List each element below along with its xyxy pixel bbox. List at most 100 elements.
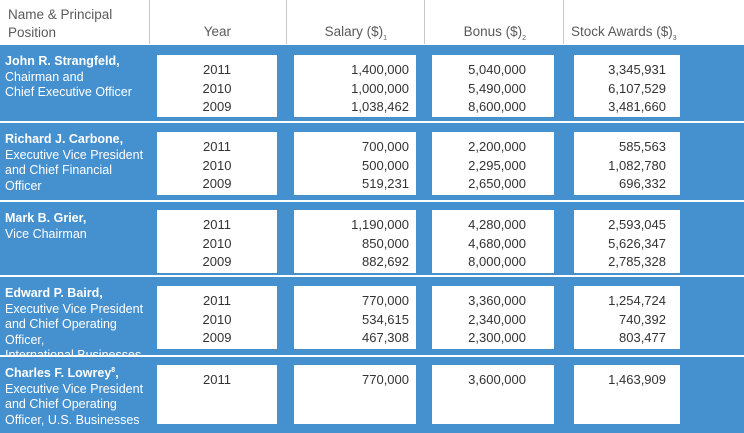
executive-title-line: Executive Vice President bbox=[5, 147, 144, 162]
year-value: 2011 bbox=[203, 139, 231, 154]
executive-title-line: Chairman and bbox=[5, 69, 84, 84]
stock-values-box: 3,345,931 6,107,529 3,481,660 bbox=[574, 55, 680, 117]
stock-value: 3,345,931 bbox=[608, 62, 666, 77]
year-value: 2010 bbox=[202, 80, 232, 96]
header-salary-label: Salary ($) bbox=[324, 24, 384, 39]
salary-value: 534,615 bbox=[362, 311, 409, 327]
year-value: 2011 bbox=[203, 372, 231, 387]
executive-name: John R. Strangfeld, bbox=[5, 54, 149, 70]
header-year: Year bbox=[149, 0, 286, 44]
stock-values-box: 1,254,724 740,392 803,477 bbox=[574, 286, 680, 349]
bonus-value: 5,040,000 bbox=[468, 62, 526, 77]
executive-name-suffix: , bbox=[115, 366, 119, 380]
year-value: 2011 bbox=[203, 293, 231, 308]
stock-values-box: 585,563 1,082,780 696,332 bbox=[574, 132, 680, 195]
year-values-box: 2011 2010 2009 bbox=[157, 286, 277, 349]
year-value: 2009 bbox=[202, 254, 232, 269]
header-year-label: Year bbox=[203, 24, 231, 39]
year-values-box: 2011 2010 2009 bbox=[157, 55, 277, 117]
executive-name-cell: John R. Strangfeld, Chairman and Chief Exe… bbox=[0, 45, 149, 101]
stock-value: 696,332 bbox=[619, 176, 666, 191]
stock-values-box: 2,593,045 5,626,347 2,785,328 bbox=[574, 210, 680, 273]
salary-values-box: 770,000 534,615 467,308 bbox=[294, 286, 416, 349]
executive-name: Edward P. Baird, bbox=[5, 286, 149, 302]
bonus-values-box: 3,600,000 bbox=[432, 365, 554, 424]
table-header: Name & Principal Position Year Salary ($… bbox=[0, 0, 744, 44]
bonus-value: 4,280,000 bbox=[468, 217, 526, 232]
executive-name: Mark B. Grier, bbox=[5, 211, 149, 227]
executive-title-line: and Chief Operating Officer, bbox=[5, 317, 117, 347]
bonus-value: 2,340,000 bbox=[468, 311, 526, 327]
year-value: 2010 bbox=[202, 235, 232, 251]
salary-value: 467,308 bbox=[362, 330, 409, 345]
year-value: 2011 bbox=[203, 62, 231, 77]
bonus-value: 4,680,000 bbox=[468, 235, 526, 251]
executive-title-line: Executive Vice President bbox=[5, 381, 144, 396]
stock-value: 2,593,045 bbox=[608, 217, 666, 232]
salary-value: 519,231 bbox=[362, 176, 409, 191]
executive-name-footnote: 8 bbox=[111, 366, 116, 374]
table-row: Charles F. Lowrey8, Executive Vice Presid… bbox=[0, 357, 744, 433]
salary-value: 1,038,462 bbox=[351, 99, 409, 114]
salary-values-box: 700,000 500,000 519,231 bbox=[294, 132, 416, 195]
stock-value: 585,563 bbox=[619, 139, 666, 154]
header-name-position: Name & Principal Position bbox=[8, 7, 113, 40]
bonus-value: 2,200,000 bbox=[468, 139, 526, 154]
salary-value: 882,692 bbox=[362, 254, 409, 269]
year-value: 2009 bbox=[202, 330, 232, 345]
bonus-value: 3,600,000 bbox=[468, 372, 526, 387]
salary-values-box: 1,190,000 850,000 882,692 bbox=[294, 210, 416, 273]
stock-value: 1,254,724 bbox=[608, 293, 666, 308]
bonus-value: 2,295,000 bbox=[468, 157, 526, 173]
bonus-values-box: 2,200,000 2,295,000 2,650,000 bbox=[432, 132, 554, 195]
header-salary: Salary ($) 1 bbox=[286, 0, 424, 44]
executive-name-text: Edward P. Baird, bbox=[5, 286, 103, 300]
salary-value: 700,000 bbox=[362, 139, 409, 154]
executive-title-line: and Chief Operating bbox=[5, 397, 117, 411]
year-values-box: 2011 2010 2009 bbox=[157, 132, 277, 195]
stock-values-box: 1,463,909 bbox=[574, 365, 680, 424]
salary-value: 850,000 bbox=[362, 235, 409, 251]
stock-value: 1,463,909 bbox=[608, 372, 666, 387]
executive-name-text: John R. Strangfeld, bbox=[5, 54, 120, 68]
bonus-values-box: 5,040,000 5,490,000 8,600,000 bbox=[432, 55, 554, 117]
stock-value: 740,392 bbox=[619, 311, 666, 327]
executive-title-line: Officer, U.S. Businesses bbox=[5, 412, 140, 427]
year-value: 2009 bbox=[202, 99, 232, 114]
executive-name-text: Mark B. Grier, bbox=[5, 211, 87, 225]
executive-name-cell: Richard J. Carbone, Executive Vice Presid… bbox=[0, 123, 149, 194]
year-values-box: 2011 bbox=[157, 365, 277, 424]
salary-values-box: 770,000 bbox=[294, 365, 416, 424]
year-value: 2010 bbox=[202, 311, 232, 327]
table-row: Mark B. Grier, Vice Chairman 2011 2010 2009 1… bbox=[0, 202, 744, 275]
executive-name: Charles F. Lowrey8, bbox=[5, 366, 149, 382]
bonus-values-box: 3,360,000 2,340,000 2,300,000 bbox=[432, 286, 554, 349]
header-bonus: Bonus ($) 2 bbox=[424, 0, 563, 44]
executive-title-line: Vice Chairman bbox=[5, 226, 87, 241]
header-bonus-label: Bonus ($) bbox=[463, 24, 523, 39]
bonus-value: 2,300,000 bbox=[468, 330, 526, 345]
table-row: John R. Strangfeld, Chairman and Chief Exe… bbox=[0, 45, 744, 121]
stock-value: 803,477 bbox=[619, 330, 666, 345]
salary-value: 500,000 bbox=[362, 157, 409, 173]
executive-title-line: Chief Executive Officer bbox=[5, 85, 132, 99]
year-value: 2011 bbox=[203, 217, 231, 232]
executive-name-text: Richard J. Carbone, bbox=[5, 132, 124, 146]
executive-name-text: Charles F. Lowrey bbox=[5, 366, 112, 380]
year-value: 2009 bbox=[202, 176, 232, 191]
year-value: 2010 bbox=[202, 157, 232, 173]
salary-values-box: 1,400,000 1,000,000 1,038,462 bbox=[294, 55, 416, 117]
executive-title-line: and Chief Financial Officer bbox=[5, 163, 113, 193]
bonus-value: 8,600,000 bbox=[468, 99, 526, 114]
salary-value: 1,400,000 bbox=[351, 62, 409, 77]
salary-value: 1,190,000 bbox=[351, 217, 409, 232]
executive-name-cell: Edward P. Baird, Executive Vice President… bbox=[0, 277, 149, 364]
executive-name: Richard J. Carbone, bbox=[5, 132, 149, 148]
executive-title-line: Executive Vice President bbox=[5, 301, 144, 316]
stock-value: 2,785,328 bbox=[608, 254, 666, 269]
salary-value: 770,000 bbox=[362, 372, 409, 387]
stock-value: 5,626,347 bbox=[608, 235, 666, 251]
bonus-value: 3,360,000 bbox=[468, 293, 526, 308]
salary-value: 770,000 bbox=[362, 293, 409, 308]
header-stock-awards: Stock Awards ($) 3 bbox=[563, 0, 744, 44]
